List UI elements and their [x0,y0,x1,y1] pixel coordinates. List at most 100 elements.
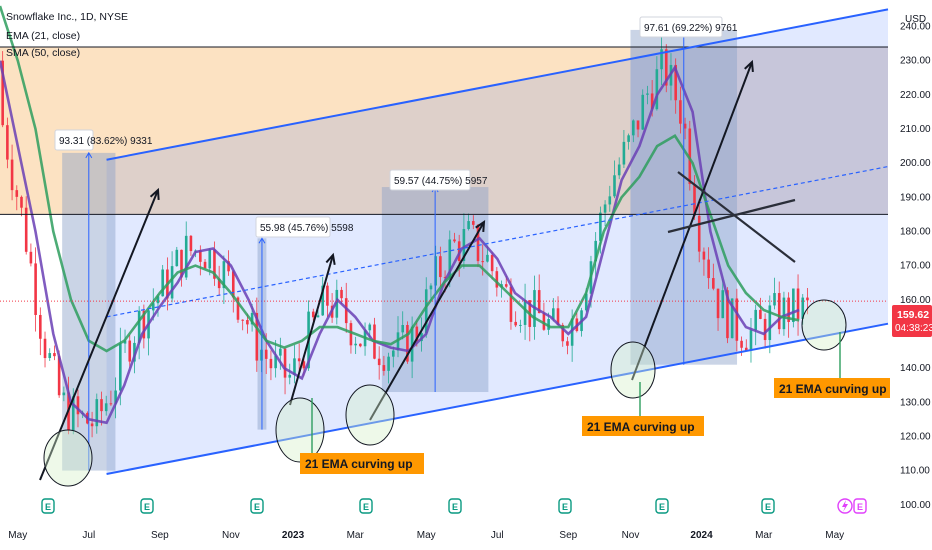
candle-body [208,249,212,269]
measure-label-bg [54,129,94,151]
candle-body [95,399,99,427]
y-tick-label: 190.00 [900,192,931,203]
candle-body [603,204,607,213]
price-label-value: 159.62 [897,309,929,321]
earnings-icon-letter: E [659,502,665,512]
candle-body [481,261,485,263]
x-tick-label: Nov [622,530,640,541]
earnings-icon: E [448,498,462,514]
channel-lower-line [106,322,889,475]
candle-body [119,343,122,391]
candle-body [227,261,230,272]
candle-body [792,288,795,323]
candle-body [100,399,103,412]
annotation-text: 21 EMA curving up [779,382,887,396]
highlight-circle [345,384,395,446]
candle-body [48,353,52,359]
candle-body [523,300,527,325]
candle-body [721,290,725,319]
candle-body [740,340,743,348]
candle-body [476,224,480,262]
candle-body [199,250,202,262]
measure-label: 93.31 (83.62%) 9331 [59,136,153,147]
earnings-icon-frame [853,498,867,514]
upper-zone [0,46,631,215]
candle-body [453,239,456,242]
candle-body [213,249,216,279]
earnings-icon: E [41,498,55,514]
candle-body [679,100,682,124]
candle-body [354,343,357,346]
candle-body [377,358,381,366]
earnings-icon-letter: E [562,502,568,512]
candle-body [693,184,696,216]
candle-body [279,348,282,356]
candle-body [250,312,254,325]
candle-body [448,239,452,279]
cross-line-1 [677,171,796,263]
x-tick-label: 2024 [690,530,713,541]
candle-body [39,314,42,339]
earnings-icon-frame [655,498,669,514]
candle-body [114,390,117,404]
candle-body [566,341,569,346]
x-tick-label: May [8,530,27,541]
trend-arrow [369,221,485,421]
candle-body [180,249,183,278]
candle-body [622,141,626,165]
earnings-icon-letter: E [452,502,458,512]
candle-body [326,285,329,306]
candle-body [368,324,372,331]
measure-arrowhead [85,151,93,159]
highlight-circle [275,397,325,463]
legend-sma: SMA (50, close) [6,47,80,59]
candle-body [664,49,668,86]
candle-body [655,69,659,110]
candle-body [137,310,141,343]
y-tick-label: 160.00 [900,295,931,306]
flash-icon-bolt [842,500,848,512]
candle-body [467,221,470,230]
candle-body [340,289,343,299]
candle-body [490,254,494,272]
candle-body [636,120,640,130]
earnings-icon: E [655,498,669,514]
candle-body [71,396,75,431]
earnings-icon-letter: E [363,502,369,512]
candle-body [288,374,292,378]
flash-icon [837,498,853,514]
upper-zone-right [630,46,888,215]
currency-label: USD [905,14,926,25]
highlight-circle [801,299,847,351]
candle-body [556,308,560,325]
candle-body [297,358,301,362]
candle-body [43,338,47,359]
candle-body [599,212,602,241]
y-tick-label: 230.00 [900,56,931,67]
candle-body [561,324,565,342]
measure-label: 97.61 (69.22%) 9761 [644,23,738,34]
candle-body [349,323,353,346]
candle-body [382,365,386,371]
candle-body [744,347,748,351]
x-tick-label: May [417,530,436,541]
candle-body [264,349,268,359]
channel-fill [106,9,888,475]
candle-body [246,320,249,325]
candle-body [613,175,616,197]
x-tick-label: May [825,530,844,541]
candle-body [773,293,776,306]
candle-body [763,318,767,341]
y-tick-label: 180.00 [900,226,931,237]
candle-body [203,261,207,269]
candle-body [293,358,296,375]
candle-body [151,303,155,311]
x-tick-label: Mar [755,530,773,541]
candle-body [462,229,466,262]
y-tick-label: 130.00 [900,397,931,408]
candle-body [519,324,522,326]
candle-body [716,288,720,319]
candle-body [217,278,221,289]
